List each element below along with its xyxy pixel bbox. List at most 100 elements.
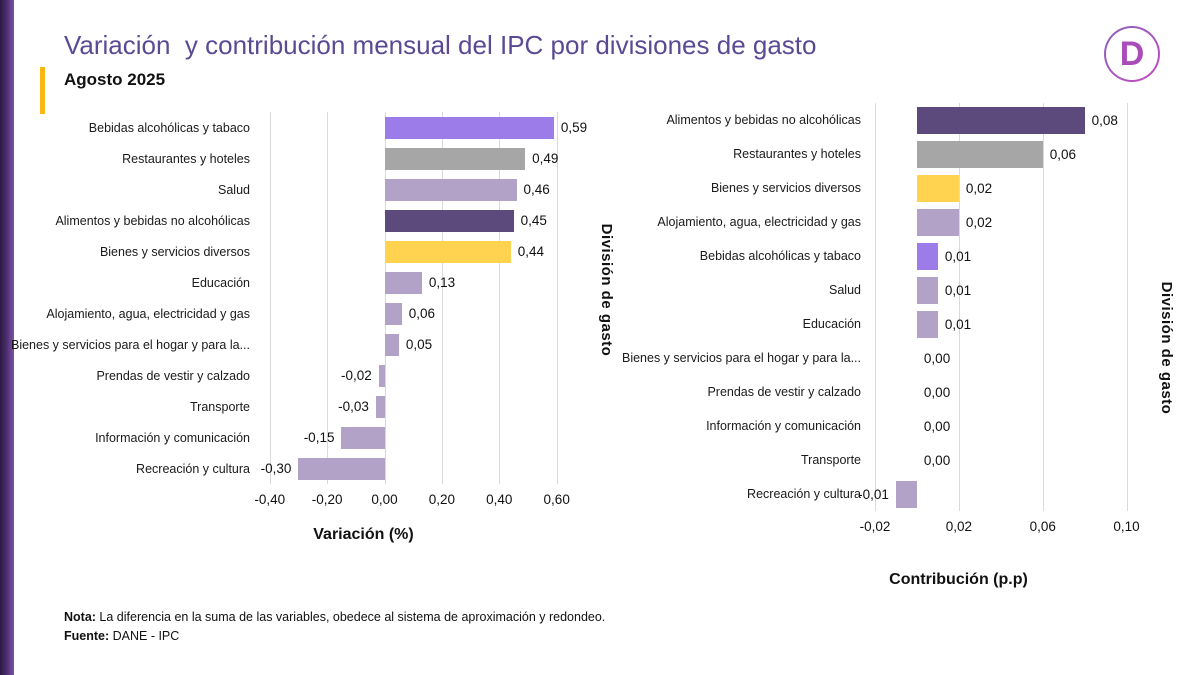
y-axis-title-left: División de gasto — [598, 223, 615, 357]
source-line: Fuente: DANE - IPC — [64, 627, 605, 646]
value-label: 0,02 — [965, 180, 993, 196]
source-text: DANE - IPC — [109, 629, 180, 643]
x-axis-tick-label: 0,00 — [371, 492, 398, 507]
bar — [384, 147, 526, 170]
footnote: Nota: La diferencia en la suma de las va… — [64, 608, 605, 646]
category-label: Bienes y servicios para el hogar y para … — [621, 351, 861, 365]
left-accent-stripe — [0, 0, 14, 675]
value-label: -0,03 — [338, 399, 369, 414]
category-label: Transporte — [190, 399, 250, 414]
category-label: Educación — [191, 275, 250, 290]
category-label: Información y comunicación — [95, 430, 250, 445]
bar-row: 0,00 — [875, 409, 1158, 443]
value-label: 0,46 — [523, 182, 550, 197]
value-label: 0,02 — [965, 214, 993, 230]
bar — [916, 174, 959, 202]
bar-row: 0,06 — [264, 298, 594, 329]
plot-area: 0,59 0,49 0,46 0,45 0,44 0,13 0,06 0,05 -0,02 -0,… — [254, 112, 594, 510]
value-label: -0,02 — [341, 368, 372, 383]
bar — [384, 178, 517, 201]
variation-chart: Bebidas alcohólicas y tabaco Restaurantes… — [2, 112, 594, 544]
y-axis-title-right: División de gasto — [1158, 281, 1175, 415]
gridline — [1126, 103, 1128, 511]
bar-row: 0,06 — [875, 137, 1158, 171]
x-axis-tick-label: -0,40 — [254, 492, 286, 507]
bar-row: 0,00 — [875, 443, 1158, 477]
bar — [384, 333, 399, 356]
value-label: 0,01 — [944, 248, 972, 264]
value-label: -0,15 — [303, 430, 335, 445]
bar-row: 0,08 — [875, 103, 1158, 137]
bar-row: 0,05 — [264, 329, 594, 360]
bars-area: 0,59 0,49 0,46 0,45 0,44 0,13 0,06 0,05 -0,02 -0,… — [261, 112, 594, 484]
value-label: 0,49 — [532, 151, 559, 166]
category-label: Prendas de vestir y calzado — [96, 368, 250, 383]
bar-row: 0,00 — [875, 341, 1158, 375]
bar-row: -0,02 — [264, 360, 594, 391]
note-label: Nota: — [64, 610, 96, 624]
gridlines — [875, 103, 1158, 511]
value-label: 0,45 — [520, 213, 547, 228]
x-axis-ticks: -0,02 0,02 0,06 0,10 — [860, 519, 1158, 537]
category-label: Información y comunicación — [706, 419, 861, 433]
category-label: Restaurantes y hoteles — [733, 147, 861, 161]
plot-area: 0,08 0,06 0,02 0,02 0,01 0,01 0,01 0,00 0,00 0,00… — [858, 103, 1158, 537]
dane-logo-circle: D — [1106, 28, 1158, 80]
bar — [916, 310, 938, 338]
bar-row: 0,01 — [875, 239, 1158, 273]
bar-row: 0,01 — [875, 307, 1158, 341]
value-label: 0,06 — [1049, 146, 1076, 162]
category-label: Bebidas alcohólicas y tabaco — [88, 120, 250, 135]
note-line: Nota: La diferencia en la suma de las va… — [64, 608, 605, 627]
bar — [916, 208, 959, 236]
bar — [384, 116, 554, 139]
category-label: Restaurantes y hoteles — [122, 151, 250, 166]
contribution-chart: Alimentos y bebidas no alcohólicas Restau… — [621, 103, 1158, 589]
value-label: -0,01 — [858, 486, 889, 502]
bar-row: 0,02 — [875, 171, 1158, 205]
bar — [384, 302, 402, 325]
dane-logo-letter: D — [1119, 35, 1145, 73]
x-axis-title: Variación (%) — [313, 526, 414, 543]
value-label: 0,01 — [944, 282, 972, 298]
bar — [916, 242, 938, 270]
x-axis-title: Contribución (p.p) — [889, 571, 1028, 588]
value-label: 0,00 — [923, 350, 951, 366]
bar-row: 0,01 — [875, 273, 1158, 307]
bar-row: 0,02 — [875, 205, 1158, 239]
x-axis-tick-label: 0,60 — [543, 492, 570, 507]
bar — [341, 426, 385, 449]
x-axis-tick-label: 0,02 — [945, 519, 972, 534]
value-label: 0,00 — [923, 384, 951, 400]
category-label: Salud — [829, 283, 861, 297]
bar — [384, 240, 511, 263]
bar — [895, 480, 917, 508]
category-label: Bienes y servicios diversos — [710, 181, 861, 195]
category-label: Alimentos y bebidas no alcohólicas — [55, 213, 250, 228]
source-label: Fuente: — [64, 629, 110, 643]
category-label: Bienes y servicios diversos — [99, 244, 250, 259]
value-label: 0,59 — [560, 120, 588, 135]
bar — [916, 140, 1043, 168]
dane-logo: D — [1104, 26, 1160, 82]
subtitle-accent-bar — [40, 67, 45, 114]
category-label: Recreación y cultura — [136, 461, 250, 476]
bar-row: 0,59 — [264, 112, 594, 143]
gridline — [327, 112, 329, 484]
gridline — [499, 112, 501, 484]
x-axis-tick-label: -0,20 — [311, 492, 343, 507]
gridline — [1042, 103, 1044, 511]
x-axis-ticks: -0,40 -0,20 0,00 0,20 0,40 0,60 — [254, 492, 594, 510]
category-label: Alojamiento, agua, electricidad y gas — [657, 215, 861, 229]
x-axis-tick-label: 0,40 — [486, 492, 513, 507]
bar-row: -0,30 — [261, 453, 594, 484]
x-axis-tick-label: 0,10 — [1113, 519, 1140, 534]
bar — [384, 271, 422, 294]
bar — [384, 209, 514, 232]
gridline — [958, 103, 960, 511]
bar-row: 0,49 — [264, 143, 594, 174]
category-label: Prendas de vestir y calzado — [707, 385, 861, 399]
x-axis-tick-label: 0,06 — [1029, 519, 1056, 534]
bar-row: 0,44 — [264, 236, 594, 267]
